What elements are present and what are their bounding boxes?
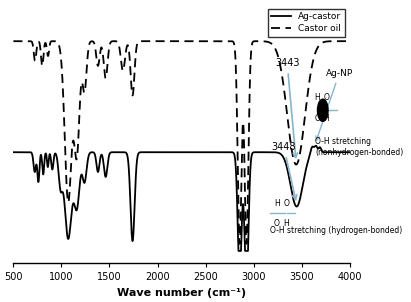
Ellipse shape <box>317 99 328 121</box>
Text: H: H <box>314 93 320 102</box>
Text: O: O <box>283 199 289 208</box>
Legend: Ag-castor, Castor oil: Ag-castor, Castor oil <box>268 9 345 37</box>
X-axis label: Wave number (cm⁻¹): Wave number (cm⁻¹) <box>117 288 246 298</box>
Text: O-H stretching (hydrogen-bonded): O-H stretching (hydrogen-bonded) <box>270 226 403 235</box>
Text: O: O <box>274 219 279 228</box>
Text: H: H <box>283 219 289 228</box>
Text: H: H <box>324 114 330 123</box>
Text: O: O <box>314 114 321 123</box>
Text: 3448: 3448 <box>272 142 297 200</box>
Text: 3443: 3443 <box>275 58 300 157</box>
Text: O: O <box>324 93 330 102</box>
Text: Ag-NP: Ag-NP <box>316 69 353 140</box>
Text: O-H stretching
(nonhydrogen-bonded): O-H stretching (nonhydrogen-bonded) <box>315 137 403 157</box>
Text: H: H <box>274 199 279 208</box>
